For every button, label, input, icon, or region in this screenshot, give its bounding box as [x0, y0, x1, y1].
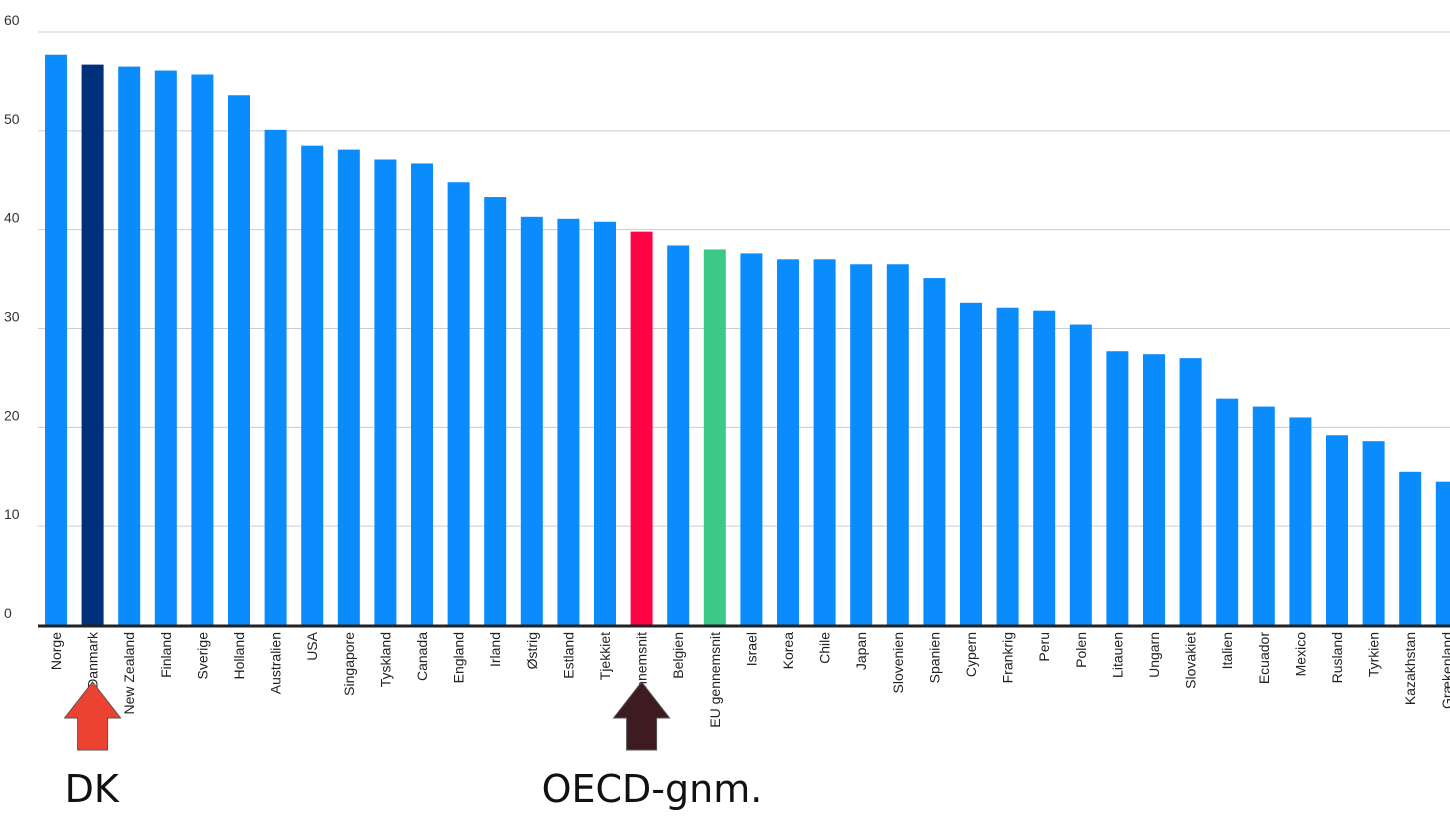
x-tick-label: Chile: [817, 632, 833, 664]
x-tick-label: New Zealand: [121, 632, 137, 715]
x-tick-label: Spanien: [926, 632, 942, 683]
x-tick-label: Tyrkien: [1366, 632, 1382, 677]
bar-eu-gennemsnit: [703, 249, 726, 625]
bar-sverige: [191, 74, 214, 625]
x-tick-label: Kazakhstan: [1402, 632, 1418, 705]
x-tick-label: Belgien: [670, 632, 686, 679]
x-tick-label: Israel: [743, 632, 759, 666]
x-tick-label: Polen: [1073, 632, 1089, 668]
bar-israel: [740, 253, 763, 626]
x-tick-label: Australien: [268, 632, 284, 694]
annotations: DK OECD-gnm.: [63, 681, 763, 811]
bar-peru: [1033, 310, 1056, 625]
bar-chile: [813, 259, 836, 625]
bar-mexico: [1289, 417, 1312, 625]
x-tick-label: Cypern: [963, 632, 979, 677]
x-tick-label: Slovenien: [890, 632, 906, 694]
x-tick-label: Ungarn: [1146, 632, 1162, 678]
y-tick-label: 10: [4, 506, 20, 522]
up-arrow-icon: [63, 681, 122, 751]
bar-england: [447, 182, 470, 625]
x-tick-label: Holland: [231, 632, 247, 679]
bar-australien: [264, 129, 287, 625]
x-tick-label: Irland: [487, 632, 503, 667]
bar-danmark: [81, 64, 104, 626]
y-tick-label: 30: [4, 309, 20, 325]
bar-usa: [301, 145, 324, 626]
x-tick-label: Litauen: [1109, 632, 1125, 678]
bar-tyrkien: [1362, 441, 1385, 625]
bar-rusland: [1326, 435, 1348, 625]
bar-holland: [228, 95, 250, 625]
x-tick-label: Sverige: [194, 632, 210, 680]
x-tick-label: Østrig: [524, 632, 540, 669]
bar-estland: [557, 218, 580, 626]
bar-polen: [1069, 324, 1092, 625]
x-tick-label: Tyskland: [377, 632, 393, 687]
y-axis-ticks: 0 10 20 30 40 50 60: [4, 12, 20, 621]
x-tick-label: Tjekkiet: [597, 632, 613, 680]
y-tick-label: 60: [4, 12, 20, 28]
bar-grækenland: [1435, 481, 1450, 625]
y-tick-label: 40: [4, 210, 20, 226]
annotation-label: DK: [65, 767, 120, 811]
x-tick-label: Korea: [780, 632, 796, 670]
x-tick-label: England: [451, 632, 467, 683]
x-tick-label: Estland: [560, 632, 576, 679]
x-tick-label: Slovakiet: [1183, 632, 1199, 689]
bar-litauen: [1106, 351, 1129, 625]
x-tick-label: Danmark: [85, 631, 101, 689]
x-tick-label: Mexico: [1292, 632, 1308, 677]
bar-italien: [1216, 398, 1239, 625]
bar-cypern: [960, 302, 982, 625]
up-arrow-icon: [612, 681, 671, 751]
y-tick-label: 0: [4, 605, 12, 621]
bar-singapore: [337, 149, 360, 625]
x-tick-label: USA: [304, 631, 320, 660]
bar-belgien: [667, 245, 690, 626]
bar-frankrig: [996, 307, 1019, 625]
bar-slovenien: [886, 264, 909, 625]
x-tick-label: Ecuador: [1256, 632, 1272, 684]
x-tick-label: EU gennemsnit: [707, 632, 723, 728]
x-tick-label: Rusland: [1329, 632, 1345, 683]
x-tick-label: Norge: [48, 632, 64, 670]
y-tick-label: 50: [4, 111, 20, 127]
x-tick-label: Singapore: [341, 632, 357, 696]
bar-slovakiet: [1179, 358, 1202, 625]
bar-ungarn: [1143, 354, 1165, 625]
x-tick-label: Canada: [414, 632, 430, 681]
bar-finland: [154, 70, 177, 626]
bars: [45, 54, 1450, 626]
x-tick-label: Frankrig: [1000, 632, 1016, 683]
bar-tjekkiet: [594, 221, 616, 625]
bar-ecuador: [1252, 406, 1275, 625]
bar-new-zealand: [118, 66, 141, 625]
bar-spanien: [923, 278, 946, 625]
bar-norge: [45, 54, 67, 625]
annotation-label: OECD-gnm.: [542, 767, 763, 811]
x-tick-label: Finland: [158, 632, 174, 678]
bar-irland: [484, 197, 507, 625]
x-tick-label: Italien: [1219, 632, 1235, 669]
bar-tyskland: [374, 159, 397, 625]
bar-oecd-gennemsnit: [630, 231, 653, 626]
bar-østrig: [520, 216, 543, 625]
x-tick-label: Peru: [1036, 632, 1052, 662]
bar-japan: [850, 264, 873, 625]
bar-korea: [777, 259, 799, 625]
bar-kazakhstan: [1399, 471, 1422, 625]
x-tick-label: Japan: [853, 632, 869, 670]
y-tick-label: 20: [4, 407, 20, 423]
x-tick-label: Grækenland: [1439, 632, 1450, 709]
x-axis-labels: Norge Danmark New Zealand Finland Sverige Hol…: [48, 631, 1450, 749]
bar-canada: [411, 163, 433, 625]
